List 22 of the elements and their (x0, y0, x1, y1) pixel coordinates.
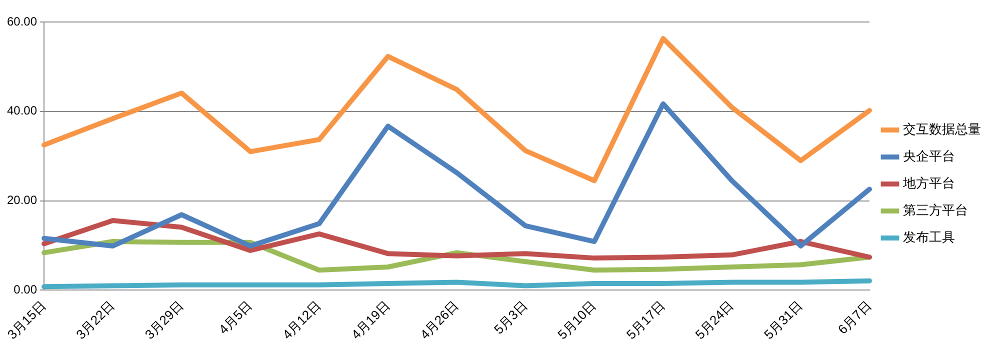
x-tick-label: 3月15日 (4, 298, 49, 342)
y-tick-label: 60.00 (7, 14, 38, 28)
x-tick-label: 5月24日 (692, 298, 737, 342)
y-tick-label: 40.00 (7, 104, 38, 118)
x-tick-label: 4月19日 (348, 298, 393, 342)
x-tick-label: 5月31日 (761, 298, 806, 342)
legend-label: 交互数据总量 (903, 122, 981, 137)
x-tick-label: 6月7日 (834, 298, 874, 338)
y-tick-label: 20.00 (7, 193, 38, 208)
legend-label: 发布工具 (903, 230, 955, 245)
x-tick-label: 5月3日 (490, 298, 530, 338)
legend-label: 第三方平台 (903, 202, 968, 218)
x-tick-label: 4月12日 (280, 298, 324, 342)
legend-label: 央企平台 (903, 148, 955, 164)
x-tick-label: 4月5日 (216, 298, 256, 338)
legend-label: 地方平台 (902, 176, 955, 191)
x-tick-label: 3月22日 (73, 298, 118, 342)
x-tick-label: 4月26日 (417, 298, 462, 342)
x-tick-label: 3月29日 (142, 298, 186, 342)
x-tick-label: 5月17日 (623, 298, 668, 342)
x-tick-label: 5月10日 (554, 298, 599, 342)
y-tick-label: 0.00 (14, 282, 38, 297)
